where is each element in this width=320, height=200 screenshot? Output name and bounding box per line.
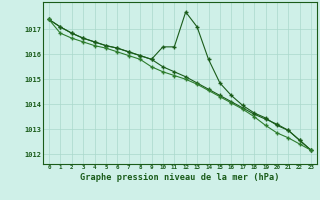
X-axis label: Graphe pression niveau de la mer (hPa): Graphe pression niveau de la mer (hPa) (80, 173, 280, 182)
